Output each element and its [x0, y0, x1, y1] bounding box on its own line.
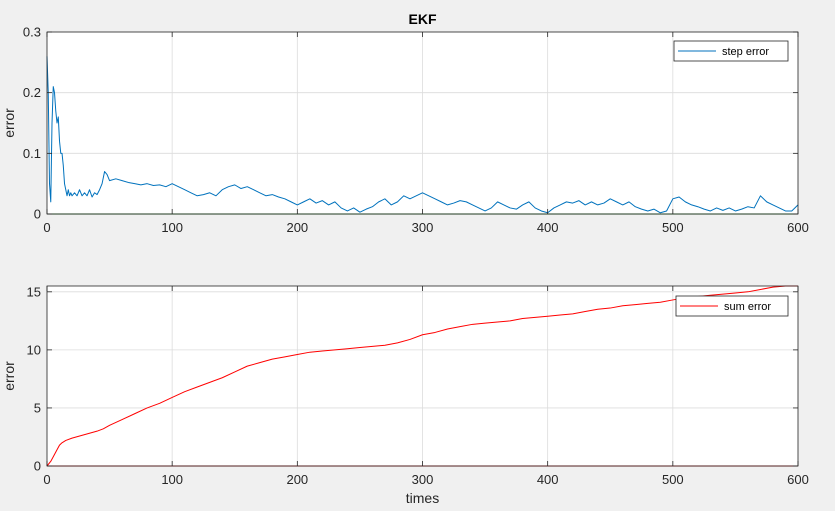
legend: step error	[673, 40, 789, 62]
legend: sum error	[675, 295, 789, 317]
y-tick-label: 5	[34, 400, 41, 415]
y-tick-label: 0.1	[23, 146, 41, 161]
y-axis-label: error	[1, 108, 17, 138]
x-tick-label: 0	[43, 220, 50, 235]
y-tick-label: 15	[27, 284, 41, 299]
x-tick-label: 100	[161, 472, 183, 487]
x-tick-label: 200	[286, 472, 308, 487]
legend-entry: sum error	[724, 301, 771, 313]
y-tick-label: 0	[34, 459, 41, 474]
legend-box	[675, 295, 789, 317]
axes-sum-error: 0 100 200 300 400 500 600 0 5 10 15 error times sum e…	[1, 284, 809, 506]
x-tick-label: 500	[662, 220, 684, 235]
y-tick-label: 10	[27, 342, 41, 357]
y-tick-label: 0.3	[23, 25, 41, 40]
x-tick-label: 600	[787, 472, 809, 487]
x-axis-label: times	[406, 490, 439, 506]
series-line-step-error	[46, 56, 799, 214]
chart-title: EKF	[409, 11, 437, 27]
x-tick-label: 100	[161, 220, 183, 235]
y-axis-label: error	[1, 361, 17, 391]
x-tick-label: 300	[412, 220, 434, 235]
x-tick-label: 400	[537, 472, 559, 487]
series-line-sum-error	[46, 285, 798, 467]
y-tick-label: 0.2	[23, 85, 41, 100]
x-tick-label: 300	[412, 472, 434, 487]
legend-entry: step error	[722, 46, 769, 58]
legend-box	[673, 40, 789, 62]
x-tick-label: 500	[662, 472, 684, 487]
x-tick-label: 600	[787, 220, 809, 235]
axes-step-error: 0 100 200 300 400 500 600 0 0.1 0.2 0.3 EKF error ste…	[1, 11, 809, 235]
x-tick-label: 200	[286, 220, 308, 235]
y-tick-label: 0	[34, 207, 41, 222]
x-tick-label: 0	[43, 472, 50, 487]
x-tick-label: 400	[537, 220, 559, 235]
